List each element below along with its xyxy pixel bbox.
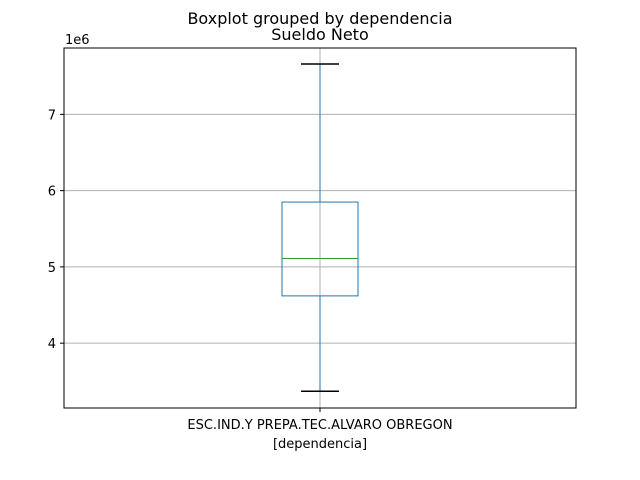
y-tick-label: 7 bbox=[48, 108, 56, 123]
x-axis-label: [dependencia] bbox=[273, 437, 367, 452]
iqr-box bbox=[281, 201, 359, 297]
y-offset-label: 1e6 bbox=[65, 33, 90, 48]
chart-title: Sueldo Neto bbox=[271, 25, 369, 44]
chart-suptitle: Boxplot grouped by dependencia bbox=[187, 9, 452, 28]
box-layer bbox=[281, 63, 359, 392]
y-tick-label: 5 bbox=[48, 261, 56, 276]
tick-layer: 4 5 6 7 ESC.IND.Y PREPA.TEC.ALVARO OBREGON bbox=[48, 108, 453, 433]
x-tick-label: ESC.IND.Y PREPA.TEC.ALVARO OBREGON bbox=[187, 418, 452, 433]
y-tick-label: 4 bbox=[48, 337, 56, 352]
y-tick-label: 6 bbox=[48, 185, 56, 200]
